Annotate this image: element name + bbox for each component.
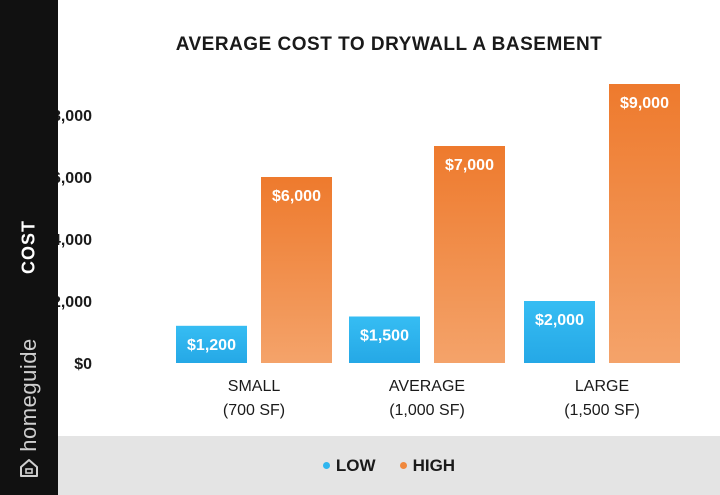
data-label: $7,000 bbox=[445, 157, 494, 174]
sidebar: COST homeguide bbox=[0, 0, 58, 495]
data-label: $1,200 bbox=[187, 337, 236, 354]
legend-dot-low bbox=[322, 462, 330, 469]
data-label: $6,000 bbox=[272, 188, 321, 205]
y-axis-label: COST bbox=[18, 219, 39, 275]
data-label: $9,000 bbox=[620, 95, 669, 112]
bar-low-small bbox=[176, 325, 247, 363]
x-tick-label: AVERAGE bbox=[389, 378, 465, 395]
legend-dot-high bbox=[399, 462, 407, 469]
legend-item-low: LOW bbox=[322, 455, 376, 476]
y-tick-label: $4,000 bbox=[58, 232, 92, 249]
legend-item-high: HIGH bbox=[399, 455, 456, 476]
y-tick-label: $8,000 bbox=[58, 108, 92, 125]
x-tick-label: SMALL bbox=[228, 378, 281, 395]
x-tick-sublabel: (1,000 SF) bbox=[389, 402, 465, 419]
x-tick-label: LARGE bbox=[575, 378, 629, 395]
x-tick-sublabel: (700 SF) bbox=[223, 402, 285, 419]
bar-chart: $0 $2,000 $4,000 $6,000 $8,000 $1,200 $6,000 SM… bbox=[58, 84, 680, 419]
data-label: $1,500 bbox=[360, 328, 409, 345]
chart-title: AVERAGE COST TO DRYWALL A BASEMENT bbox=[175, 34, 603, 55]
y-tick-label: $2,000 bbox=[58, 294, 92, 311]
legend: LOW HIGH bbox=[58, 436, 720, 495]
legend-label-high: HIGH bbox=[412, 455, 456, 475]
x-tick-sublabel: (1,500 SF) bbox=[564, 402, 640, 419]
brand-logo-text: homeguide bbox=[16, 338, 41, 452]
house-icon bbox=[20, 459, 38, 477]
legend-label-low: LOW bbox=[335, 455, 376, 475]
bar-high-average bbox=[434, 146, 505, 363]
y-tick-label: $6,000 bbox=[58, 170, 92, 187]
bar-low-large bbox=[524, 301, 595, 363]
bar-high-large bbox=[609, 84, 680, 363]
bar-high-small bbox=[261, 177, 332, 363]
y-tick-label: $0 bbox=[74, 356, 92, 373]
bar-low-average bbox=[349, 316, 420, 363]
data-label: $2,000 bbox=[535, 312, 584, 329]
